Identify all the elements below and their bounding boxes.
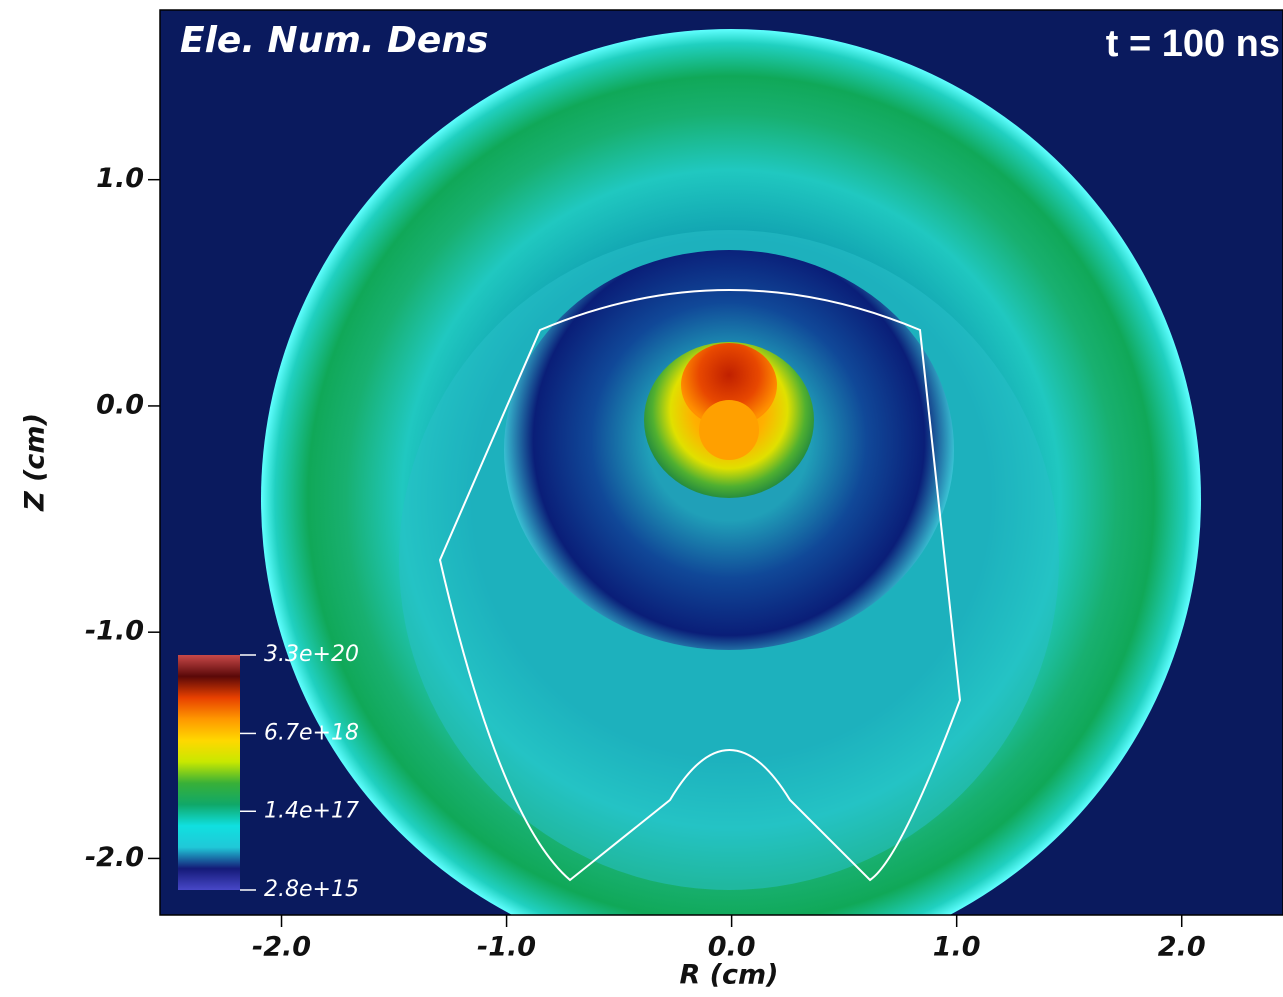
y-tick-label: 1.0 bbox=[96, 163, 144, 194]
chart-title: Ele. Num. Dens bbox=[180, 20, 488, 61]
x-tick-label: -1.0 bbox=[477, 932, 536, 963]
field-image bbox=[160, 10, 1283, 915]
colorbar-tick-label: 3.3e+20 bbox=[264, 642, 359, 667]
colorbar-tick-label: 2.8e+15 bbox=[264, 877, 359, 902]
x-tick-label: -2.0 bbox=[252, 932, 311, 963]
x-tick-label: 1.0 bbox=[933, 932, 981, 963]
plot-frame bbox=[159, 9, 1283, 916]
y-tick-label: 0.0 bbox=[96, 389, 144, 420]
y-tick-label: -1.0 bbox=[85, 616, 144, 647]
colorbar-tick-label: 6.7e+18 bbox=[264, 720, 359, 745]
colorbar-tick-label: 1.4e+17 bbox=[264, 798, 359, 823]
x-tick-label: 0.0 bbox=[708, 932, 756, 963]
y-tick-label: -2.0 bbox=[85, 842, 144, 873]
x-tick-label: 2.0 bbox=[1158, 932, 1206, 963]
y-axis-label: Z (cm) bbox=[20, 413, 51, 512]
time-annotation: t = 100 ns bbox=[1106, 23, 1280, 65]
colorbar bbox=[178, 655, 240, 890]
x-axis-label: R (cm) bbox=[679, 960, 778, 991]
